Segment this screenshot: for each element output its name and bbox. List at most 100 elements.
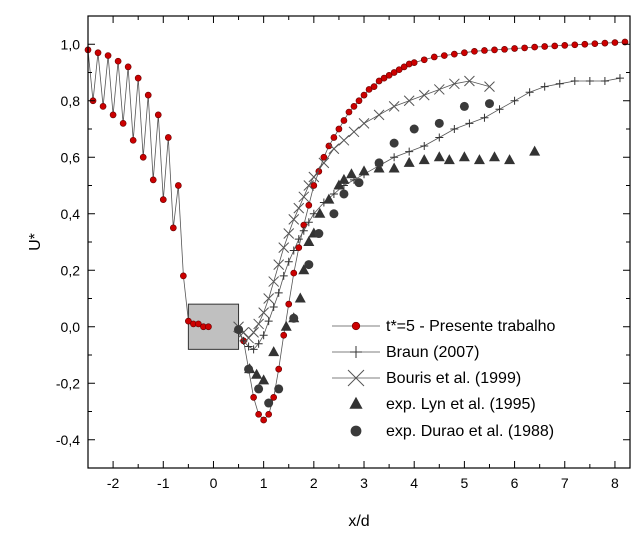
data-point bbox=[273, 259, 285, 270]
data-point bbox=[244, 364, 254, 374]
data-point bbox=[360, 91, 368, 99]
legend: t*=5 - Presente trabalho Braun (2007) Bour… bbox=[332, 318, 556, 440]
data-point bbox=[511, 45, 518, 52]
data-point bbox=[340, 117, 348, 124]
legend-label: exp. Durao et al. (1988) bbox=[386, 423, 554, 440]
data-point bbox=[420, 141, 429, 150]
data-point bbox=[268, 276, 280, 287]
data-point bbox=[388, 162, 400, 173]
data-point bbox=[263, 293, 275, 304]
y-tick-label: -0,4 bbox=[56, 432, 80, 448]
x-tick-label: 1 bbox=[260, 475, 268, 491]
x-tick-label: 5 bbox=[460, 475, 468, 491]
data-point bbox=[303, 180, 315, 191]
data-point bbox=[180, 272, 187, 280]
data-point bbox=[305, 201, 313, 209]
data-point bbox=[540, 82, 549, 91]
data-point bbox=[169, 224, 177, 232]
y-tick-label: 1,0 bbox=[61, 36, 81, 52]
data-point bbox=[94, 49, 102, 57]
data-point bbox=[358, 165, 370, 176]
x-tick-label: -2 bbox=[107, 475, 120, 491]
data-point bbox=[388, 101, 400, 112]
data-point bbox=[280, 331, 288, 339]
data-point bbox=[403, 156, 415, 167]
data-point bbox=[298, 264, 310, 275]
data-point bbox=[280, 320, 292, 331]
data-point bbox=[320, 153, 328, 161]
y-axis-title: U* bbox=[27, 233, 44, 251]
data-point bbox=[335, 125, 343, 133]
data-point bbox=[289, 246, 298, 255]
data-point bbox=[410, 59, 418, 66]
y-tick-label: -0,2 bbox=[56, 375, 80, 391]
data-point bbox=[293, 202, 305, 214]
data-point bbox=[294, 235, 303, 244]
data-point bbox=[134, 74, 142, 82]
data-point bbox=[260, 416, 267, 424]
y-tick-label: 0,8 bbox=[61, 93, 81, 109]
data-point bbox=[279, 271, 288, 280]
data-point bbox=[309, 209, 318, 218]
data-point bbox=[244, 342, 253, 351]
data-point bbox=[114, 57, 122, 65]
x-tick-label: 0 bbox=[210, 475, 218, 491]
data-point bbox=[581, 40, 589, 48]
data-point bbox=[400, 63, 408, 71]
data-point bbox=[205, 323, 212, 331]
data-point bbox=[264, 317, 273, 326]
data-point bbox=[418, 154, 430, 165]
data-point bbox=[435, 133, 444, 142]
data-point bbox=[495, 105, 504, 114]
data-point bbox=[314, 207, 326, 218]
data-point bbox=[119, 120, 127, 127]
x-axis-title: x/d bbox=[348, 513, 369, 530]
series-line bbox=[238, 77, 621, 350]
data-point bbox=[164, 134, 172, 141]
y-tick-label: 0,6 bbox=[61, 149, 81, 165]
data-point bbox=[465, 119, 474, 128]
data-point bbox=[521, 44, 528, 52]
data-point bbox=[461, 49, 468, 57]
data-point bbox=[611, 39, 619, 46]
data-point bbox=[601, 39, 609, 47]
data-point bbox=[561, 42, 569, 49]
data-point bbox=[274, 288, 283, 297]
data-point bbox=[339, 189, 349, 199]
data-point bbox=[253, 318, 264, 330]
series-4 bbox=[244, 145, 541, 385]
data-point bbox=[258, 374, 270, 385]
data-point bbox=[525, 88, 534, 97]
data-point bbox=[304, 260, 314, 270]
data-point bbox=[154, 111, 162, 119]
data-point bbox=[390, 69, 398, 76]
data-point bbox=[298, 191, 310, 203]
series-1 bbox=[84, 38, 629, 424]
data-point bbox=[323, 193, 335, 204]
data-point bbox=[541, 43, 549, 50]
data-point bbox=[365, 86, 373, 93]
data-point bbox=[284, 257, 293, 266]
data-point bbox=[458, 151, 470, 162]
data-point bbox=[570, 76, 579, 85]
data-point bbox=[405, 147, 414, 156]
data-point bbox=[434, 118, 444, 128]
data-point bbox=[234, 325, 244, 335]
data-point bbox=[510, 96, 519, 105]
data-point bbox=[329, 189, 338, 198]
data-point bbox=[270, 394, 278, 401]
data-point bbox=[249, 345, 258, 354]
data-point bbox=[571, 41, 579, 49]
data-point bbox=[350, 103, 358, 110]
data-point bbox=[314, 229, 324, 239]
x-tick-label: 3 bbox=[360, 475, 368, 491]
data-point bbox=[395, 66, 403, 74]
data-point bbox=[504, 154, 516, 165]
data-point bbox=[109, 111, 117, 119]
data-point bbox=[615, 74, 624, 83]
data-point bbox=[328, 143, 340, 155]
cylinder-layer bbox=[187, 303, 240, 350]
data-point bbox=[254, 339, 263, 348]
data-point bbox=[268, 346, 280, 357]
